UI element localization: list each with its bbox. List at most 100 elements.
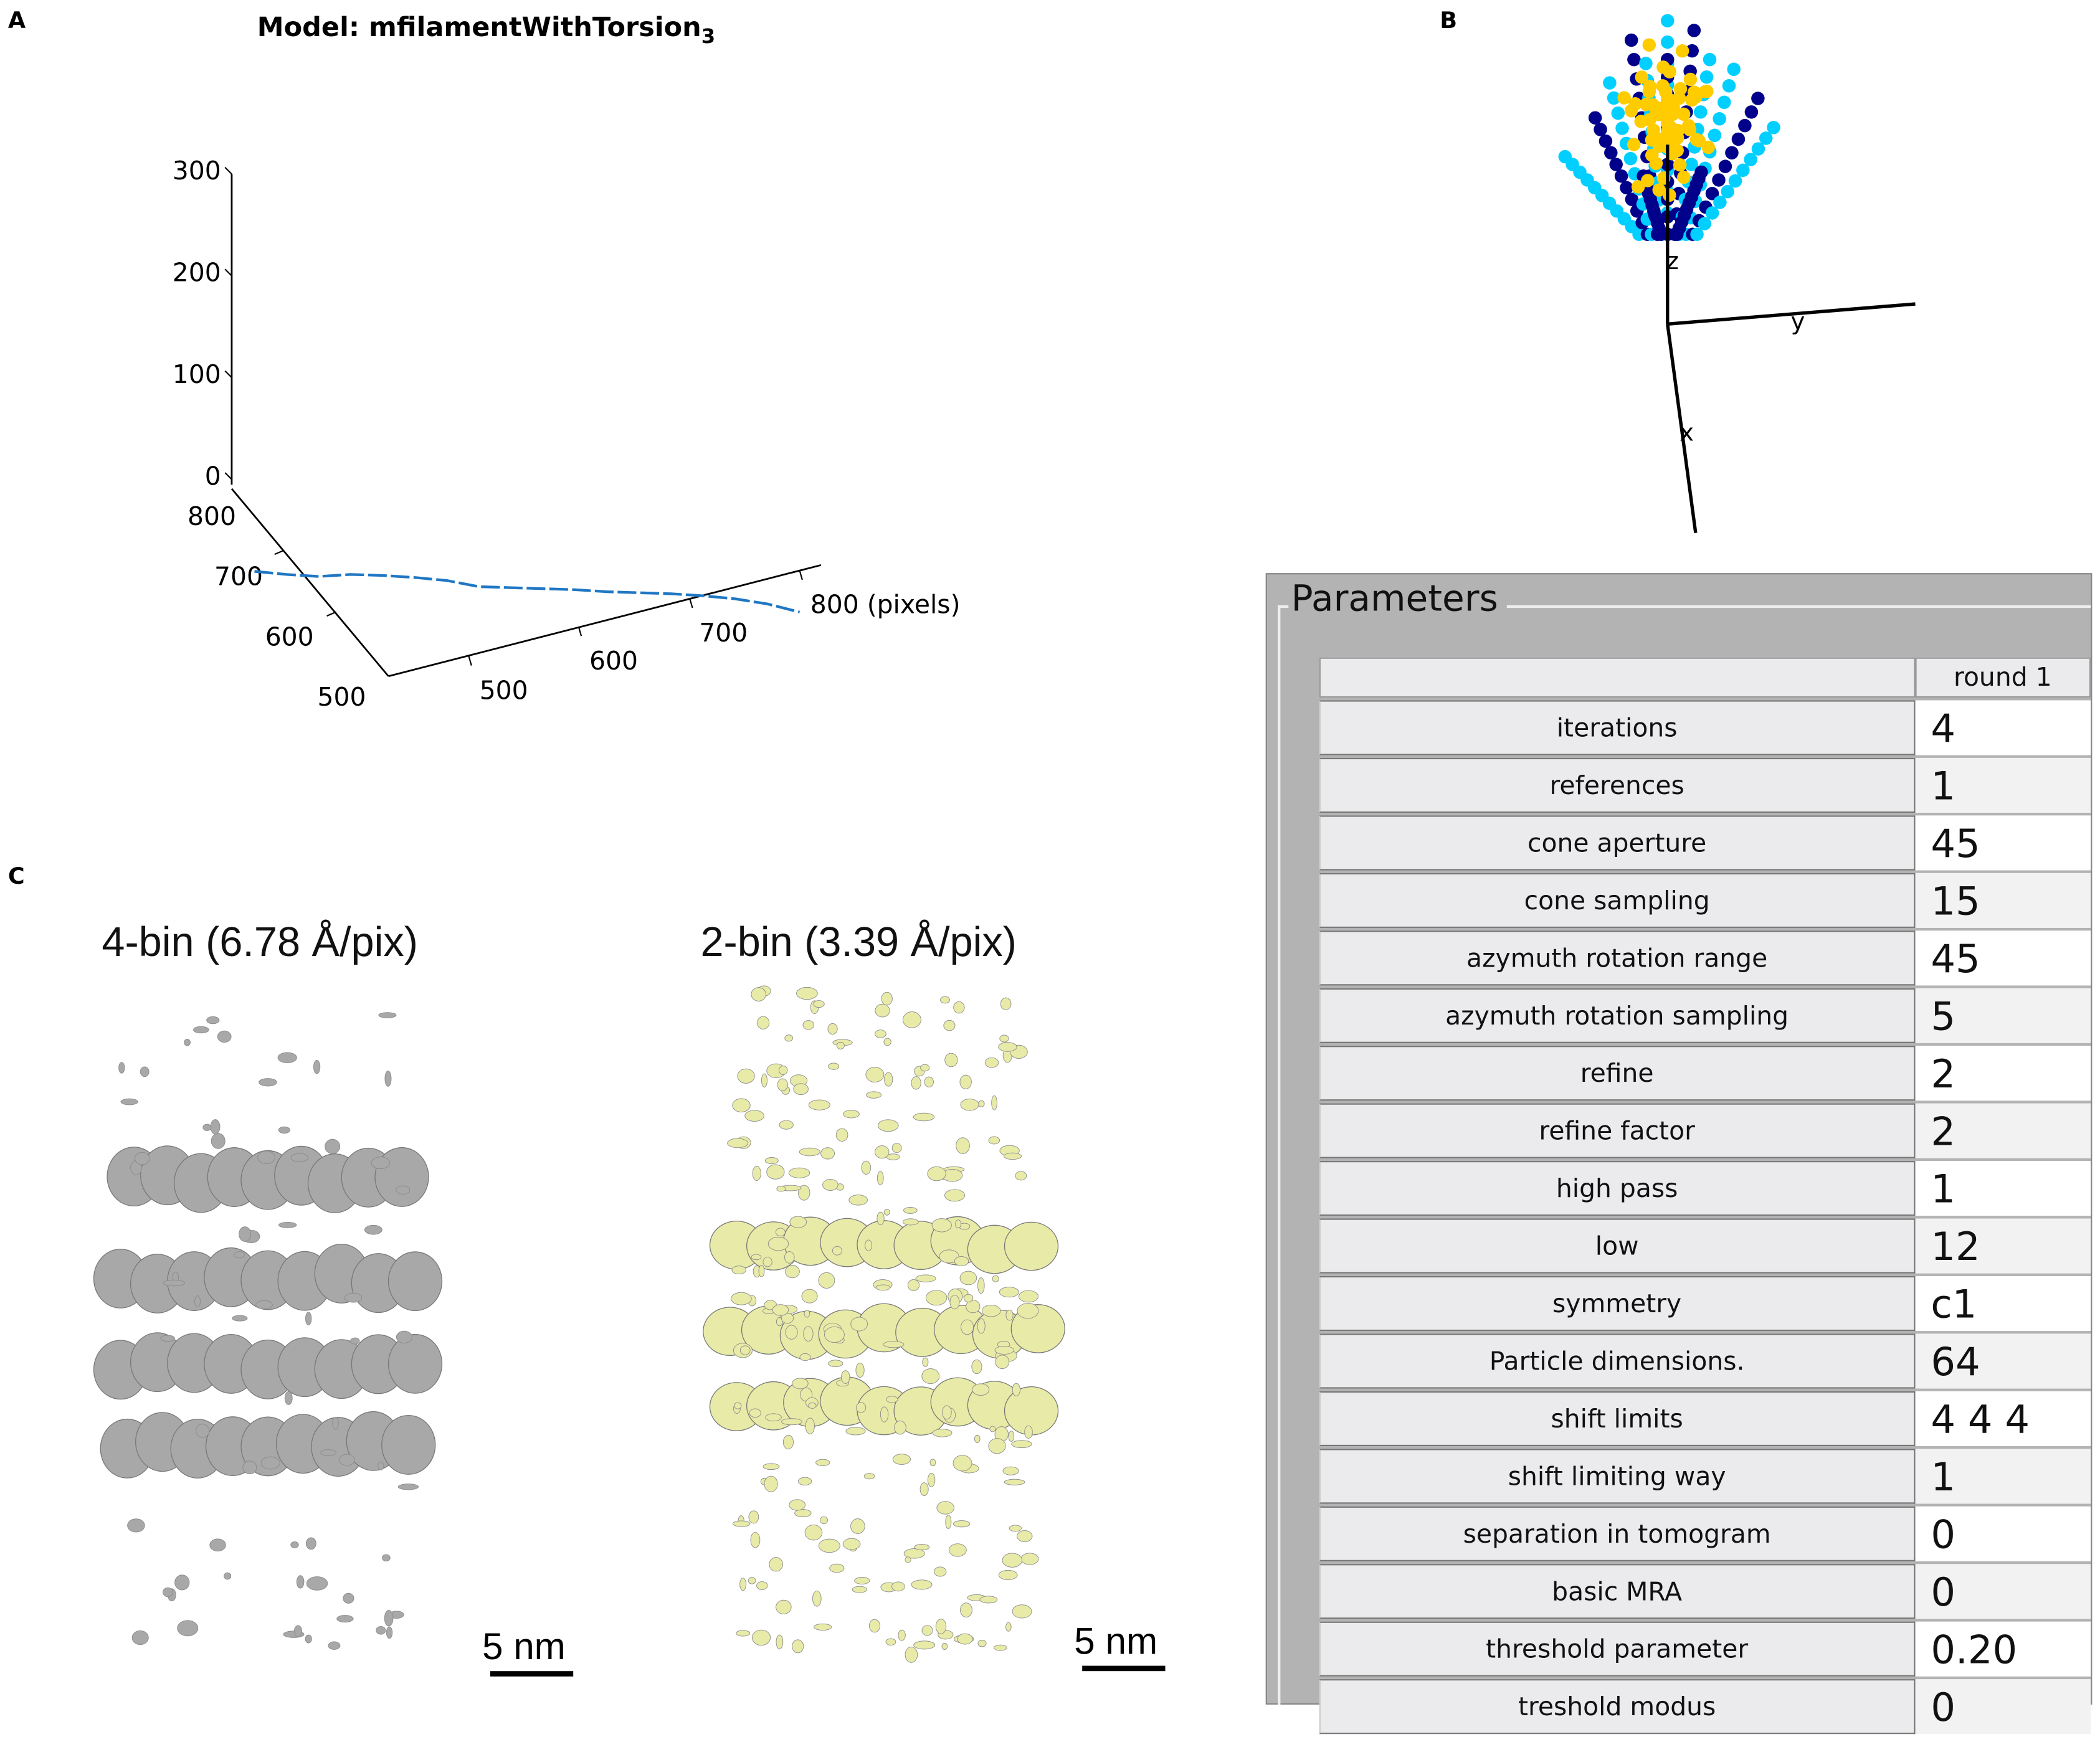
orientation-point	[1631, 180, 1645, 194]
x-tick	[577, 626, 582, 637]
orientation-point	[1725, 146, 1739, 160]
orientation-point	[1624, 33, 1638, 47]
parameter-value-field[interactable]: 4 4 4	[1914, 1391, 2091, 1446]
density-fragment	[733, 1520, 751, 1527]
density-fragment	[966, 1300, 981, 1313]
x-tick	[799, 570, 803, 580]
x-tick-label: 500	[480, 675, 528, 705]
orientation-point	[1652, 183, 1666, 197]
orientation-point	[1731, 132, 1746, 146]
parameter-value-field[interactable]: 0	[1914, 1564, 2091, 1619]
parameter-value-field[interactable]: 15	[1914, 873, 2091, 928]
density-fragment	[820, 1147, 835, 1160]
density-fragment	[921, 1625, 933, 1636]
density-fragment	[798, 1477, 812, 1486]
panel-label-a: A	[7, 7, 26, 35]
density-fragment	[875, 1029, 886, 1038]
orientation-point	[1744, 105, 1759, 119]
table-row: Particle dimensions. 64	[1319, 1333, 2091, 1389]
density-fragment	[793, 1083, 809, 1096]
scale-label-2bin: 5 nm	[1074, 1620, 1158, 1662]
orientation-point	[1708, 128, 1722, 143]
density-fragment	[736, 1630, 751, 1637]
density-fragment	[828, 1063, 840, 1070]
z-tick	[224, 166, 232, 175]
table-row: high pass 1	[1319, 1161, 2091, 1216]
density-fragment	[1017, 1530, 1033, 1542]
y-axis-line	[1667, 302, 1916, 326]
orientation-point	[1558, 149, 1572, 164]
density-fragment	[865, 1239, 873, 1251]
density-fragment	[959, 1074, 972, 1089]
density-fragment	[163, 1587, 173, 1597]
column-header-round-1[interactable]: round 1	[1914, 657, 2091, 698]
parameter-value-field[interactable]: 4	[1914, 700, 2091, 755]
density-fragment	[779, 1066, 788, 1075]
density-fragment	[1005, 1309, 1014, 1321]
orientation-point	[1641, 174, 1655, 187]
table-row: references 1	[1319, 757, 2091, 813]
parameter-value-field[interactable]: 0	[1914, 1506, 2091, 1561]
density-fragment	[883, 1209, 890, 1216]
density-fragment	[903, 1548, 925, 1559]
parameter-value-field[interactable]: 1	[1914, 1449, 2091, 1504]
orientation-point	[1627, 52, 1641, 67]
parameter-value-field[interactable]: 64	[1914, 1333, 2091, 1389]
parameter-value-field[interactable]: 1	[1914, 757, 2091, 813]
density-fragment	[766, 1164, 785, 1180]
parameter-value-field[interactable]: 0.20	[1914, 1621, 2091, 1677]
density-fragment	[998, 1569, 1018, 1580]
orientation-point	[1663, 188, 1676, 202]
table-row: shift limits 4 4 4	[1319, 1391, 2091, 1446]
orientation-point	[1642, 38, 1656, 52]
density-fragment	[1020, 1553, 1039, 1565]
parameter-value-field[interactable]: 2	[1914, 1103, 2091, 1158]
parameter-value-field[interactable]: 1	[1914, 1161, 2091, 1216]
map-title-4bin: 4-bin (6.78 Å/pix)	[102, 918, 418, 966]
density-fragment	[796, 987, 818, 1000]
density-fragment	[829, 1563, 845, 1573]
density-fragment	[929, 1459, 936, 1467]
orientation-point	[1722, 79, 1736, 93]
density-fragment	[378, 1012, 397, 1018]
parameter-value-field[interactable]: c1	[1914, 1276, 2091, 1332]
parameter-value-field[interactable]: 2	[1914, 1046, 2091, 1101]
density-fragment	[278, 1126, 290, 1134]
density-fragment	[902, 1218, 919, 1226]
density-fragment	[815, 1459, 830, 1466]
density-fragment	[749, 1408, 761, 1418]
density-fragment	[776, 1634, 784, 1650]
parameter-label: iterations	[1319, 700, 1915, 755]
density-fragment	[1012, 1604, 1032, 1619]
density-fragment	[290, 1541, 299, 1548]
density-fragment	[211, 1133, 226, 1149]
table-row: refine 2	[1319, 1046, 2091, 1101]
density-fragment	[907, 1279, 920, 1291]
parameter-value-field[interactable]: 0	[1914, 1679, 2091, 1735]
density-fragment	[396, 1185, 411, 1195]
density-fragment	[869, 1619, 880, 1633]
density-fragment	[739, 1345, 751, 1355]
density-fragment	[799, 1353, 811, 1361]
density-fragment	[944, 1053, 958, 1067]
density-fragment	[140, 1066, 150, 1077]
density-fragment	[758, 1265, 765, 1277]
table-row: basic MRA 0	[1319, 1564, 2091, 1619]
density-fragment	[841, 1370, 850, 1384]
density-fragment	[202, 1124, 212, 1131]
orientation-point	[1649, 156, 1663, 171]
density-fragment	[905, 1556, 911, 1563]
parameter-value-field[interactable]: 12	[1914, 1218, 2091, 1274]
density-fragment	[945, 1515, 952, 1530]
density-fragment	[767, 1236, 789, 1251]
density-fragment	[971, 1359, 982, 1375]
parameter-value-field[interactable]: 45	[1914, 815, 2091, 871]
density-fragment	[820, 1516, 829, 1524]
orientation-point	[1588, 111, 1602, 125]
parameter-value-field[interactable]: 5	[1914, 988, 2091, 1043]
orientation-point	[1614, 169, 1628, 183]
depth-tick-label: 700	[214, 562, 263, 592]
density-fragment	[177, 1620, 199, 1637]
density-fragment	[802, 1020, 815, 1030]
parameter-value-field[interactable]: 45	[1914, 930, 2091, 986]
